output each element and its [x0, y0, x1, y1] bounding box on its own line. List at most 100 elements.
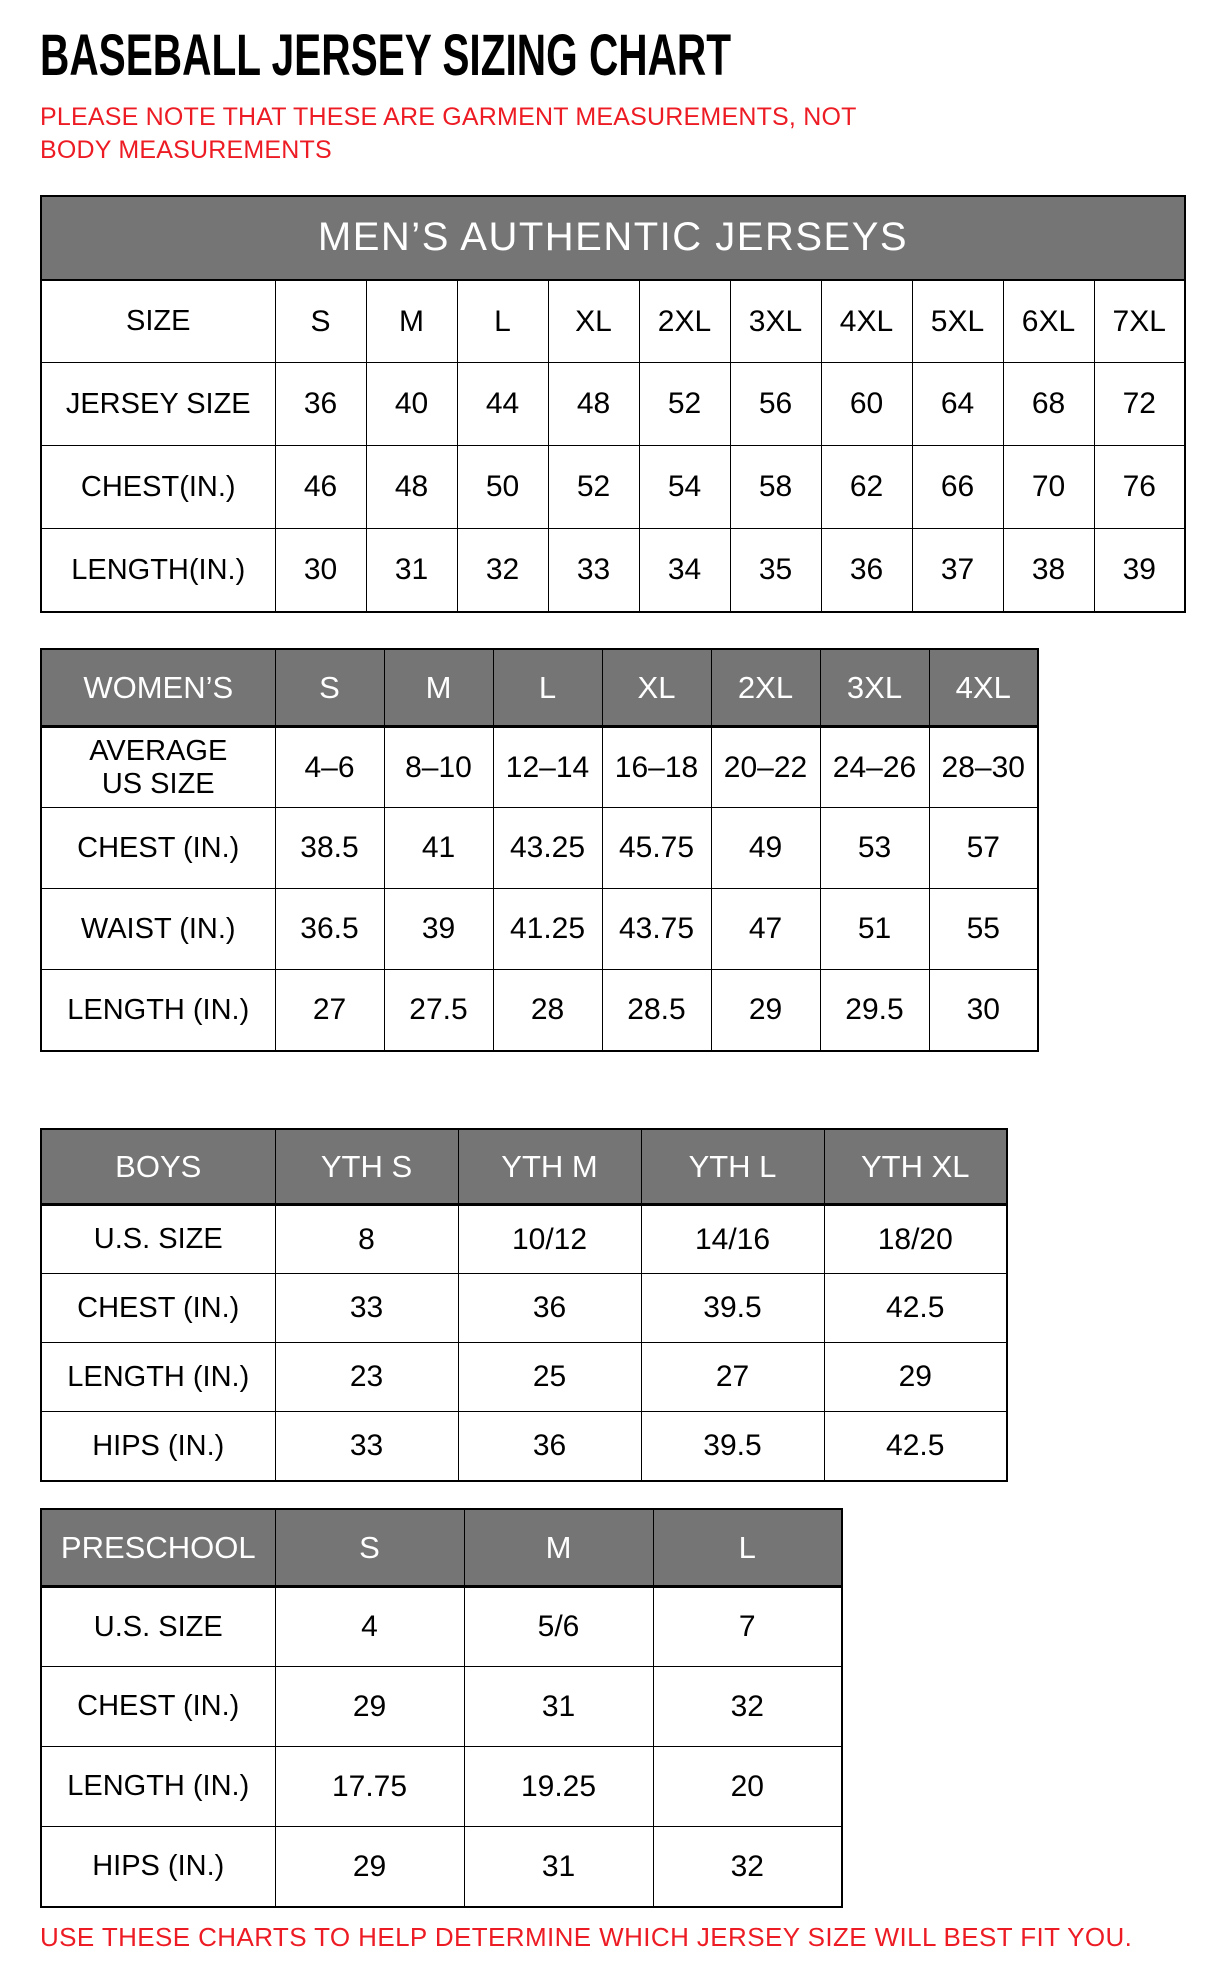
mens-row-label: LENGTH(IN.): [40, 528, 276, 613]
womens-measurement-value: 43.25: [492, 807, 603, 890]
mens-measurement-value: 64: [911, 362, 1004, 447]
mens-measurement-value: 34: [638, 528, 731, 613]
garment-measurement-note: PLEASE NOTE THAT THESE ARE GARMENT MEASU…: [40, 102, 857, 164]
womens-measurement-value: 55: [928, 888, 1039, 971]
womens-measurement-value: 53: [819, 807, 930, 890]
womens-measurement-value: 30: [928, 969, 1039, 1052]
mens-measurement-value: 54: [638, 445, 731, 530]
boys-row-label: CHEST (IN.): [40, 1273, 276, 1344]
mens-measurement-value: XL: [547, 279, 640, 364]
boys-measurement-value: 36: [457, 1411, 642, 1482]
mens-row: CHEST(IN.) 46 48 50 52 54 58 62 66 70 76: [40, 445, 1186, 530]
preschool-row-label: U.S. SIZE: [40, 1586, 276, 1668]
mens-measurement-value: 48: [547, 362, 640, 447]
womens-measurement-value: 4–6: [274, 726, 385, 809]
boys-measurement-value: 10/12: [457, 1204, 642, 1275]
womens-measurement-value: 36.5: [274, 888, 385, 971]
preschool-row: U.S. SIZE 4 5/6 7: [40, 1586, 843, 1668]
mens-sizing-table: MEN’S AUTHENTIC JERSEYS SIZE S M L XL 2XL 3XL 4X…: [40, 194, 1186, 613]
womens-measurement-value: 16–18: [601, 726, 712, 809]
preschool-measurement-value: 32: [652, 1666, 843, 1748]
mens-measurement-value: 31: [365, 528, 458, 613]
womens-row-label: LENGTH (IN.): [40, 969, 276, 1052]
boys-header-row: BOYS YTH S YTH M YTH L YTH XL: [40, 1128, 1008, 1207]
womens-measurement-value: 51: [819, 888, 930, 971]
womens-measurement-value: 28–30: [928, 726, 1039, 809]
mens-measurement-value: 68: [1002, 362, 1095, 447]
womens-row-label: AVERAGE US SIZE: [40, 726, 276, 809]
boys-measurement-value: 33: [274, 1411, 459, 1482]
preschool-measurement-value: 31: [463, 1666, 654, 1748]
mens-measurement-value: 36: [820, 528, 913, 613]
mens-row-label: CHEST(IN.): [40, 445, 276, 530]
mens-measurement-value: M: [365, 279, 458, 364]
preschool-measurement-value: 19.25: [463, 1746, 654, 1828]
womens-measurement-value: 29: [710, 969, 821, 1052]
mens-measurement-value: 60: [820, 362, 913, 447]
mens-measurement-value: 76: [1093, 445, 1186, 530]
boys-row-label: HIPS (IN.): [40, 1411, 276, 1482]
mens-measurement-value: 33: [547, 528, 640, 613]
boys-measurement-value: 23: [274, 1342, 459, 1413]
preschool-row-label: CHEST (IN.): [40, 1666, 276, 1748]
mens-measurement-value: L: [456, 279, 549, 364]
boys-measurement-value: 39.5: [640, 1411, 825, 1482]
mens-measurement-value: 58: [729, 445, 822, 530]
mens-measurement-value: 56: [729, 362, 822, 447]
mens-measurement-value: 35: [729, 528, 822, 613]
preschool-measurement-value: 29: [274, 1666, 465, 1748]
mens-measurement-value: 72: [1093, 362, 1186, 447]
womens-measurement-value: 43.75: [601, 888, 712, 971]
preschool-measurement-value: 32: [652, 1826, 843, 1908]
womens-size-column-header: L: [492, 648, 603, 729]
womens-size-column-header: 2XL: [710, 648, 821, 729]
womens-measurement-value: 27: [274, 969, 385, 1052]
womens-measurement-value: 28.5: [601, 969, 712, 1052]
preschool-measurement-value: 31: [463, 1826, 654, 1908]
mens-measurement-value: 2XL: [638, 279, 731, 364]
page-title: BASEBALL JERSEY SIZING CHART: [40, 23, 732, 88]
boys-measurement-value: 8: [274, 1204, 459, 1275]
boys-measurement-value: 33: [274, 1273, 459, 1344]
womens-measurement-value: 47: [710, 888, 821, 971]
preschool-row: LENGTH (IN.) 17.75 19.25 20: [40, 1746, 843, 1828]
mens-measurement-value: 44: [456, 362, 549, 447]
mens-measurement-value: 38: [1002, 528, 1095, 613]
preschool-measurement-value: 5/6: [463, 1586, 654, 1668]
boys-row: U.S. SIZE 8 10/12 14/16 18/20: [40, 1204, 1008, 1275]
boys-measurement-value: 18/20: [823, 1204, 1008, 1275]
womens-size-column-header: S: [274, 648, 385, 729]
mens-measurement-value: 52: [547, 445, 640, 530]
mens-measurement-value: 5XL: [911, 279, 1004, 364]
preschool-measurement-value: 20: [652, 1746, 843, 1828]
mens-measurement-value: 30: [274, 528, 367, 613]
womens-measurement-value: 24–26: [819, 726, 930, 809]
boys-table-title: BOYS: [40, 1128, 276, 1207]
mens-row: LENGTH(IN.) 30 31 32 33 34 35 36 37 38 39: [40, 528, 1186, 613]
mens-measurement-value: 4XL: [820, 279, 913, 364]
mens-measurement-value: 46: [274, 445, 367, 530]
preschool-size-column-header: S: [274, 1508, 465, 1589]
preschool-sizing-table: PRESCHOOL S M L U.S. SIZE 4 5/6 7 CHEST (IN.) 29 3…: [40, 1507, 843, 1908]
womens-size-column-header: 3XL: [819, 648, 930, 729]
boys-measurement-value: 42.5: [823, 1411, 1008, 1482]
mens-measurement-value: 62: [820, 445, 913, 530]
womens-measurement-value: 27.5: [383, 969, 494, 1052]
mens-measurement-value: 39: [1093, 528, 1186, 613]
womens-size-column-header: XL: [601, 648, 712, 729]
boys-measurement-value: 36: [457, 1273, 642, 1344]
mens-measurement-value: 32: [456, 528, 549, 613]
womens-measurement-value: 45.75: [601, 807, 712, 890]
womens-table-title: WOMEN’S: [40, 648, 276, 729]
preschool-table-title: PRESCHOOL: [40, 1508, 276, 1589]
womens-measurement-value: 28: [492, 969, 603, 1052]
womens-measurement-value: 29.5: [819, 969, 930, 1052]
preschool-size-column-header: L: [652, 1508, 843, 1589]
boys-measurement-value: 29: [823, 1342, 1008, 1413]
womens-measurement-value: 41.25: [492, 888, 603, 971]
boys-size-column-header: YTH M: [457, 1128, 642, 1207]
mens-row-label: JERSEY SIZE: [40, 362, 276, 447]
womens-header-row: WOMEN’S S M L XL 2XL 3XL 4XL: [40, 648, 1039, 729]
mens-row: SIZE S M L XL 2XL 3XL 4XL 5XL 6XL 7XL: [40, 279, 1186, 364]
